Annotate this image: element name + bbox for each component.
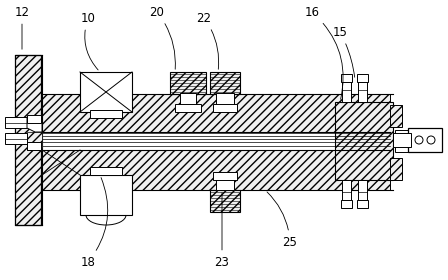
Bar — [216, 93, 234, 105]
Bar — [390, 105, 402, 127]
Bar — [358, 80, 367, 102]
Text: 12: 12 — [14, 6, 30, 49]
Circle shape — [415, 136, 423, 144]
Bar — [408, 128, 442, 152]
Bar — [335, 102, 393, 180]
Text: 15: 15 — [332, 25, 355, 77]
Text: 22: 22 — [197, 11, 219, 69]
Bar — [42, 132, 390, 150]
Text: 23: 23 — [215, 193, 229, 269]
Bar — [180, 93, 196, 105]
Bar — [27, 142, 41, 150]
Bar — [390, 158, 402, 180]
Bar — [210, 190, 240, 212]
Bar — [27, 115, 41, 123]
Text: 16: 16 — [305, 6, 343, 99]
Bar — [15, 55, 41, 225]
Bar — [90, 167, 122, 175]
Bar — [213, 104, 237, 112]
Text: 18: 18 — [81, 178, 108, 269]
Polygon shape — [27, 117, 42, 132]
Bar — [80, 72, 132, 112]
Bar — [42, 94, 390, 132]
Text: 25: 25 — [267, 192, 297, 249]
Bar — [342, 80, 351, 102]
Bar — [213, 172, 237, 180]
Bar — [175, 104, 201, 112]
Bar — [5, 133, 27, 144]
Bar — [358, 180, 367, 202]
Bar — [342, 180, 351, 202]
Bar — [216, 178, 234, 190]
Text: 10: 10 — [81, 11, 98, 70]
Text: 20: 20 — [150, 6, 175, 69]
Bar — [90, 110, 122, 118]
Bar — [27, 132, 42, 150]
Bar — [341, 200, 352, 208]
Bar — [170, 72, 206, 94]
Bar — [357, 200, 368, 208]
Bar — [80, 175, 132, 215]
Bar — [5, 117, 27, 128]
Bar — [357, 74, 368, 82]
Bar — [210, 72, 240, 94]
Bar — [395, 130, 410, 152]
Circle shape — [427, 136, 435, 144]
Bar — [393, 133, 411, 147]
Bar — [42, 150, 390, 190]
Bar — [341, 74, 352, 82]
